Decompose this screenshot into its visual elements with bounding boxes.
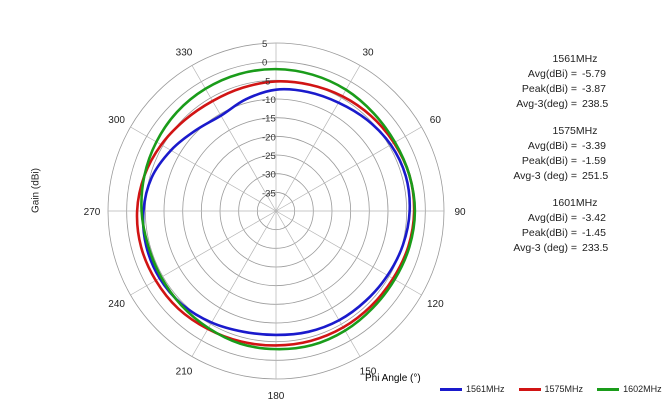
grid-spoke xyxy=(275,210,422,296)
legend-item-1602: 1602MHz xyxy=(597,384,662,394)
legend-label: 1575MHz xyxy=(544,384,584,394)
stat-key: Peak(dBi) xyxy=(521,83,568,95)
grid-spoke xyxy=(191,210,277,357)
chart-series xyxy=(135,67,417,351)
stat-title: 1561MHz xyxy=(552,53,598,65)
stat-value: 233.5 xyxy=(582,242,609,254)
angle-tick-label: 150 xyxy=(360,366,377,377)
stats-panel: 1561MHz Avg(dBi) = -5.79 Peak(dBi) = -3.87 A… xyxy=(490,52,630,268)
stat-eq: = xyxy=(570,242,578,254)
stat-row: Peak(dBi) = -3.87 xyxy=(490,82,630,97)
stat-value: -3.87 xyxy=(582,83,606,95)
angle-tick-label: 210 xyxy=(176,366,193,377)
stat-block-1575: 1575MHz Avg(dBi) = -3.39 Peak(dBi) = -1.59 A… xyxy=(490,124,630,184)
stat-eq: = xyxy=(570,155,578,167)
x-axis-label: Phi Angle (°) xyxy=(365,373,421,384)
r-tick-label: -15 xyxy=(262,114,276,125)
stat-row: Avg(dBi) = -3.39 xyxy=(490,139,630,154)
r-tick-label: -35 xyxy=(262,188,276,199)
r-tick-label: 0 xyxy=(262,58,267,69)
angle-tick-label: 330 xyxy=(176,48,193,59)
stat-key: Avg(dBi) xyxy=(527,68,568,80)
grid-spoke xyxy=(275,126,422,212)
legend-item-1561: 1561MHz xyxy=(440,384,505,394)
angle-tick-label: 240 xyxy=(108,299,125,310)
stat-row: Avg(dBi) = -5.79 xyxy=(490,67,630,82)
stat-row: Peak(dBi) = -1.45 xyxy=(490,226,630,241)
stat-row: Avg-3 (deg) = 251.5 xyxy=(490,169,630,184)
chart-labels: 5 0 -5 -10 -15 -20 -25 -30 -35 30 60 90 120 150 180 210… xyxy=(84,39,466,402)
grid-spoke xyxy=(275,210,361,357)
stat-row: Peak(dBi) = -1.59 xyxy=(490,154,630,169)
series-line-1561MHz xyxy=(141,87,412,337)
stat-value: -3.39 xyxy=(582,140,606,152)
legend-swatch xyxy=(518,387,541,391)
angle-tick-label: 90 xyxy=(454,207,466,218)
stat-key: Avg(dBi) xyxy=(527,212,568,224)
r-tick-label: -25 xyxy=(262,151,276,162)
stat-block-1561: 1561MHz Avg(dBi) = -5.79 Peak(dBi) = -3.87 A… xyxy=(490,52,630,112)
stat-eq: = xyxy=(570,227,578,239)
stat-value: -5.79 xyxy=(582,68,606,80)
angle-tick-label: 300 xyxy=(108,115,125,126)
legend: 1561MHz 1575MHz 1602MHz xyxy=(440,384,662,394)
stat-eq: = xyxy=(570,170,578,182)
stat-key: Avg-3 (deg) xyxy=(513,170,568,182)
stat-title: 1601MHz xyxy=(552,197,598,209)
legend-swatch xyxy=(440,387,462,391)
stat-key: Avg-3(deg) xyxy=(516,98,568,110)
stat-key: Avg-3 (deg) xyxy=(513,242,568,254)
legend-item-1575: 1575MHz xyxy=(518,384,584,394)
stat-value: 238.5 xyxy=(582,98,609,110)
angle-tick-label: 270 xyxy=(84,207,101,218)
r-tick-label: -10 xyxy=(262,95,276,106)
angle-tick-label: 60 xyxy=(430,115,442,126)
stat-value: -1.45 xyxy=(582,227,606,239)
r-tick-label: -30 xyxy=(262,170,276,181)
stat-value: -1.59 xyxy=(582,155,606,167)
stat-eq: = xyxy=(570,83,578,95)
stat-value: -3.42 xyxy=(582,212,606,224)
stat-row: Avg-3 (deg) = 233.5 xyxy=(490,241,630,256)
angle-tick-label: 30 xyxy=(362,48,374,59)
series-line-1602MHz xyxy=(140,67,417,351)
y-axis-label: Gain (dBi) xyxy=(30,168,42,214)
stat-title: 1575MHz xyxy=(552,125,598,137)
stat-key: Avg(dBi) xyxy=(527,140,568,152)
stat-row: Avg-3(deg) = 238.5 xyxy=(490,97,630,112)
stat-eq: = xyxy=(570,140,578,152)
legend-swatch xyxy=(597,387,620,391)
legend-label: 1561MHz xyxy=(466,384,505,394)
polar-grid xyxy=(107,42,445,380)
stat-value: 251.5 xyxy=(582,170,609,182)
stat-eq: = xyxy=(570,98,578,110)
angle-tick-label: 180 xyxy=(268,391,285,402)
legend-label: 1602MHz xyxy=(623,384,662,394)
grid-spoke xyxy=(130,126,277,212)
stat-eq: = xyxy=(570,212,578,224)
stat-key: Peak(dBi) xyxy=(521,227,568,239)
stat-row: Avg(dBi) = -3.42 xyxy=(490,211,630,226)
angle-tick-label: 120 xyxy=(427,299,444,310)
stat-block-1601: 1601MHz Avg(dBi) = -3.42 Peak(dBi) = -1.45 A… xyxy=(490,196,630,256)
r-tick-label: 5 xyxy=(262,39,267,50)
stat-key: Peak(dBi) xyxy=(521,155,568,167)
stat-eq: = xyxy=(570,68,578,80)
r-tick-label: -5 xyxy=(262,76,270,87)
r-tick-label: -20 xyxy=(262,132,276,143)
